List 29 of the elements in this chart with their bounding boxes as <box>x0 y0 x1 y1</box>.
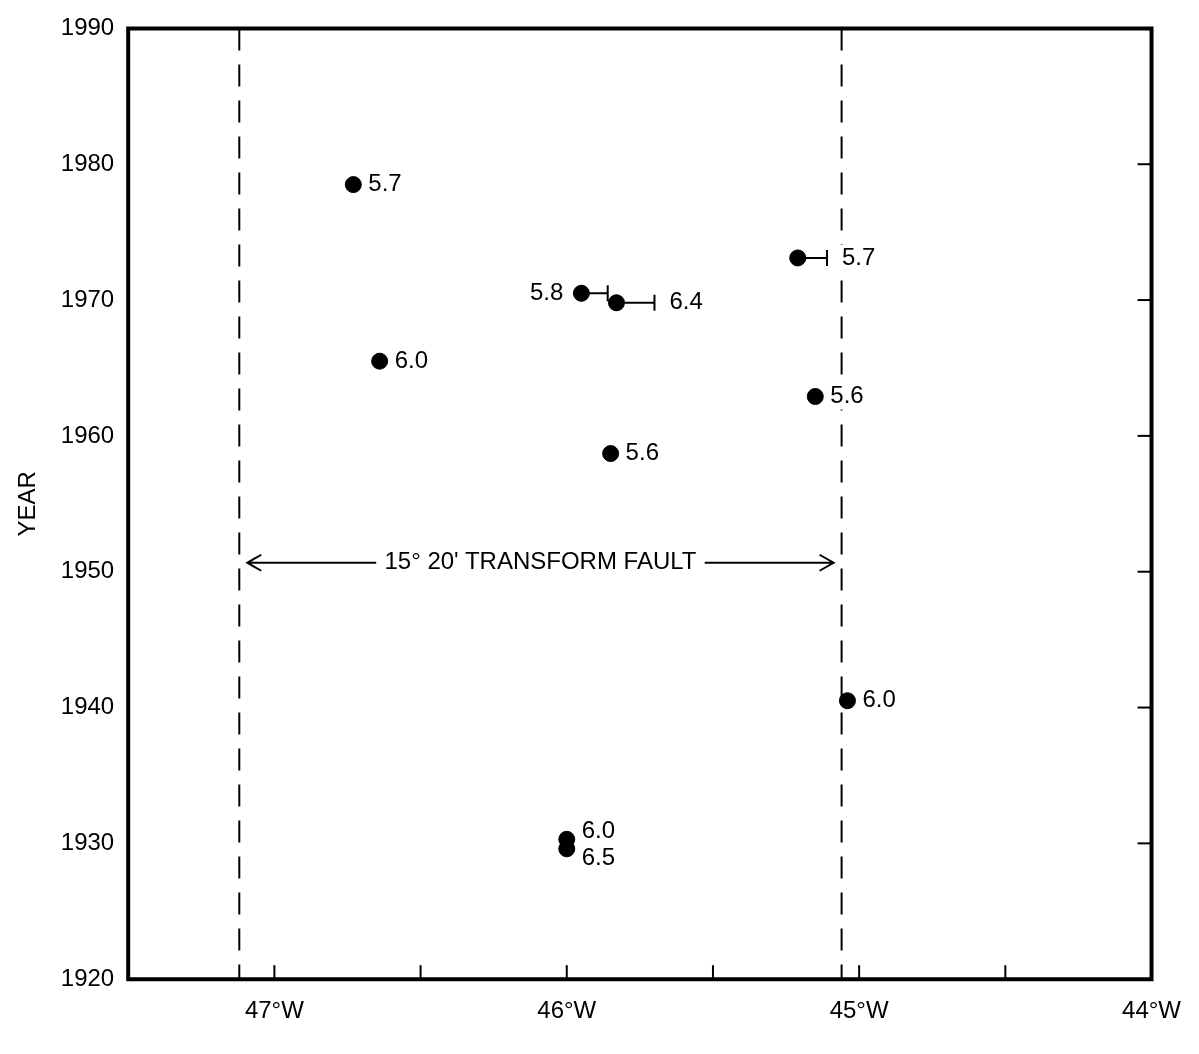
point <box>371 352 389 370</box>
annotation: 6.0 <box>394 345 429 373</box>
annotation: 5.7 <box>368 169 402 197</box>
y-tick-label: 1990 <box>60 13 115 41</box>
y-tick-label: 1970 <box>60 284 115 312</box>
x-tick-label: 46°W <box>537 996 597 1024</box>
x-tick-label: 45°W <box>829 996 889 1024</box>
annotation: 15° 20' TRANSFORM FAULT <box>384 547 697 575</box>
y-tick-label: 1950 <box>60 556 115 584</box>
y-tick-label: 1960 <box>60 420 115 448</box>
point <box>602 445 620 463</box>
x-tick-label: 47°W <box>244 996 305 1024</box>
y-tick-label: 1940 <box>60 692 115 720</box>
x-tick-label: 44°W <box>1122 996 1182 1024</box>
annotation: 6.5 <box>581 843 616 871</box>
point <box>838 692 856 710</box>
annotation: 5.6 <box>830 381 864 409</box>
annotation: 6.0 <box>862 685 896 713</box>
point <box>806 388 824 405</box>
y-tick-label: 1930 <box>60 828 115 855</box>
annotation: 5.8 <box>530 277 564 305</box>
y-tick-label: 1980 <box>60 148 115 176</box>
annotation: 6.4 <box>669 287 703 315</box>
annotation: 5.7 <box>841 242 876 270</box>
annotation: 5.6 <box>625 438 659 466</box>
y-axis-title: YEAR <box>13 471 41 537</box>
y-tick-label: 1920 <box>60 963 115 991</box>
annotation: 6.0 <box>581 815 616 843</box>
point <box>344 176 362 194</box>
